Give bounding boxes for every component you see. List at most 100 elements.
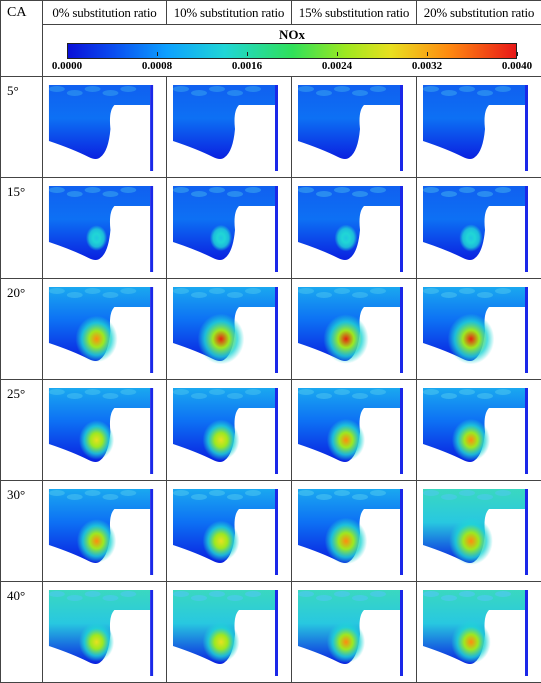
crank-angle-label: 15° — [1, 178, 43, 279]
cylinder-wall — [525, 590, 528, 676]
nox-contour-image — [292, 582, 417, 683]
cylinder-wall — [525, 489, 528, 575]
combustion-chamber-contour — [417, 178, 541, 278]
combustion-chamber-contour — [292, 481, 416, 581]
nox-contour-image — [167, 380, 292, 481]
combustion-chamber-contour — [43, 77, 166, 177]
nox-contour-image — [292, 279, 417, 380]
combustion-chamber-contour — [43, 481, 166, 581]
colorbar-tick-label: 0.0032 — [412, 60, 442, 72]
combustion-chamber-contour — [43, 178, 166, 278]
nox-hotspot — [325, 518, 367, 564]
nox-contour-image — [292, 481, 417, 582]
combustion-chamber-contour — [292, 279, 416, 379]
nox-hotspot — [323, 314, 368, 363]
nox-contour-image — [43, 481, 167, 582]
cylinder-wall — [275, 85, 278, 171]
combustion-chamber-contour — [167, 481, 291, 581]
cylinder-wall — [400, 489, 403, 575]
nox-hotspot — [79, 420, 114, 459]
cylinder-wall — [400, 287, 403, 373]
cylinder-wall — [275, 590, 278, 676]
nox-hotspot — [77, 519, 116, 563]
crank-angle-label: 30° — [1, 481, 43, 582]
nox-contour-image — [417, 481, 541, 582]
chamber-region — [49, 85, 150, 159]
cylinder-wall — [150, 590, 153, 676]
combustion-chamber-contour — [167, 77, 291, 177]
nox-colorbar-legend: NOx 0.0000 0.0008 0.0016 0.0024 0.0032 0.0040 — [43, 25, 541, 77]
combustion-chamber-contour — [417, 279, 541, 379]
colorbar-tick-mark — [517, 52, 518, 56]
ca-header: CA — [1, 1, 43, 77]
combustion-chamber-contour — [167, 178, 291, 278]
colorbar-tick-mark — [337, 52, 338, 56]
combustion-chamber-contour — [167, 582, 291, 682]
cylinder-wall — [275, 186, 278, 272]
cylinder-wall — [400, 388, 403, 474]
crank-angle-label: 40° — [1, 582, 43, 683]
colorbar-tick-label: 0.0040 — [502, 60, 532, 72]
nox-hotspot — [449, 517, 493, 565]
colorbar-tick-mark — [247, 52, 248, 56]
column-header-1: 10% substitution ratio — [167, 1, 292, 25]
combustion-chamber-contour — [292, 178, 416, 278]
nox-contour-image — [43, 279, 167, 380]
cylinder-wall — [525, 287, 528, 373]
nox-contour-image — [43, 77, 167, 178]
legend-title: NOx — [43, 27, 541, 43]
nox-contour-image — [292, 178, 417, 279]
nox-hotspot — [210, 225, 232, 251]
colorbar-tick-label: 0.0000 — [52, 60, 82, 72]
cylinder-wall — [150, 186, 153, 272]
nox-hotspot — [451, 620, 491, 664]
cylinder-wall — [275, 489, 278, 575]
nox-hotspot — [448, 314, 495, 365]
combustion-chamber-contour — [292, 77, 416, 177]
chamber-region — [173, 85, 275, 159]
cylinder-wall — [150, 489, 153, 575]
nox-hotspot — [198, 314, 245, 365]
nox-contour-image — [417, 279, 541, 380]
nox-contour-image — [417, 380, 541, 481]
column-header-3: 20% substitution ratio — [417, 1, 541, 25]
cylinder-wall — [150, 388, 153, 474]
colorbar-tick-mark — [67, 52, 68, 56]
nox-contour-image — [292, 380, 417, 481]
nox-contour-image — [43, 582, 167, 683]
nox-contour-image — [43, 178, 167, 279]
colorbar-tick-label: 0.0024 — [322, 60, 352, 72]
nox-hotspot — [79, 622, 114, 661]
nox-contour-image — [417, 582, 541, 683]
nox-contour-image — [167, 582, 292, 683]
nox-hotspot — [203, 622, 240, 663]
nox-contour-image — [167, 481, 292, 582]
nox-contour-image — [417, 178, 541, 279]
nox-contour-image — [43, 380, 167, 481]
cylinder-wall — [150, 287, 153, 373]
combustion-chamber-contour — [43, 582, 166, 682]
cylinder-wall — [525, 388, 528, 474]
combustion-chamber-contour — [417, 481, 541, 581]
combustion-chamber-contour — [417, 380, 541, 480]
cylinder-wall — [400, 85, 403, 171]
combustion-chamber-contour — [43, 279, 166, 379]
nox-hotspot — [327, 621, 365, 663]
colorbar-tick-mark — [157, 52, 158, 56]
colorbar — [67, 43, 517, 59]
crank-angle-label: 20° — [1, 279, 43, 380]
nox-contour-image — [167, 178, 292, 279]
nox-hotspot — [76, 316, 118, 362]
cylinder-wall — [275, 388, 278, 474]
colorbar-tick-label: 0.0008 — [142, 60, 172, 72]
cylinder-wall — [400, 590, 403, 676]
nox-hotspot — [452, 419, 490, 461]
colorbar-tick-label: 0.0016 — [232, 60, 262, 72]
cylinder-wall — [150, 85, 153, 171]
chamber-region — [298, 85, 400, 159]
combustion-chamber-contour — [167, 279, 291, 379]
nox-contour-image — [167, 279, 292, 380]
colorbar-tick-mark — [427, 52, 428, 56]
